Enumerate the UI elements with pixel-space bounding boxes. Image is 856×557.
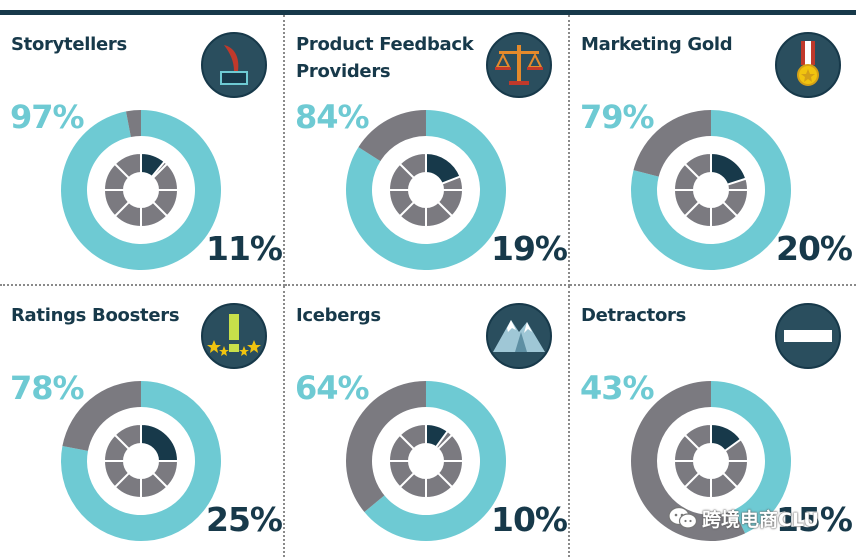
chart-title: Marketing Gold <box>581 34 733 55</box>
inner-percent-label: 19% <box>491 229 568 268</box>
inner-ring <box>102 151 180 229</box>
donut-chart <box>631 381 791 541</box>
outer-ring-primary-slice <box>61 110 222 270</box>
scales-icon <box>486 32 552 98</box>
donut-chart <box>346 381 506 541</box>
inner-ring-highlight-slice <box>710 422 743 453</box>
outer-ring-secondary-slice <box>358 110 426 162</box>
outer-ring-primary-slice <box>631 110 791 271</box>
chart-title: Icebergs <box>296 305 381 326</box>
donut-chart <box>61 110 222 270</box>
chart-cell-ratings-boosters: Ratings Boosters 78% 25% <box>0 286 285 557</box>
outer-ring-secondary-slice <box>633 110 711 177</box>
top-rule <box>0 10 856 15</box>
donut-chart <box>346 110 506 270</box>
inner-ring-highlight-slice <box>140 422 180 462</box>
mountain-icon <box>486 303 552 369</box>
outer-percent-label: 97% <box>10 98 85 136</box>
chart-title: Ratings Boosters <box>11 305 180 326</box>
inner-ring-highlight-slice <box>710 151 748 187</box>
outer-ring-primary-slice <box>61 381 221 541</box>
outer-ring-primary-slice <box>711 381 791 534</box>
outer-percent-label: 64% <box>295 369 370 407</box>
outer-percent-label: 79% <box>580 98 655 136</box>
chart-cell-storytellers: Storytellers 97% 11% <box>0 15 285 286</box>
watermark-text: 跨境电商CLU <box>702 508 819 531</box>
minus-bar-icon <box>775 303 841 369</box>
exclamation-stars-icon <box>201 303 267 369</box>
outer-ring-primary-slice <box>346 110 506 270</box>
inner-ring-highlight-slice <box>140 151 166 179</box>
chart-title: Storytellers <box>11 34 127 55</box>
outer-ring-secondary-slice <box>346 381 426 512</box>
inner-percent-label: 20% <box>776 229 853 268</box>
outer-percent-label: 43% <box>580 369 655 407</box>
inner-percent-label: 25% <box>206 500 283 539</box>
inner-percent-label: 11% <box>206 229 283 268</box>
chart-title: Detractors <box>581 305 687 326</box>
chart-cell-icebergs: Icebergs 64% 10% <box>285 286 570 557</box>
medal-icon <box>775 32 841 98</box>
watermark: 跨境电商CLU <box>668 502 819 534</box>
outer-percent-label: 84% <box>295 98 370 136</box>
inner-ring-highlight-slice <box>425 422 450 449</box>
outer-percent-label: 78% <box>10 369 85 407</box>
chart-cell-product-feedback: Product Feedback Providers 84% 19% <box>285 15 570 286</box>
chat-bubble-icon <box>668 506 698 529</box>
outer-ring-secondary-slice <box>62 381 141 451</box>
inner-ring <box>387 422 465 500</box>
chart-cell-marketing-gold: Marketing Gold 79% 20% <box>570 15 856 286</box>
donut-chart <box>61 381 221 541</box>
inner-percent-label: 10% <box>491 500 568 539</box>
inner-ring <box>672 422 750 500</box>
quill-inkwell-icon <box>201 32 267 98</box>
inner-ring-highlight-slice <box>425 151 462 186</box>
outer-ring-primary-slice <box>364 381 506 541</box>
outer-ring-secondary-slice <box>631 381 746 541</box>
outer-ring-secondary-slice <box>126 110 141 137</box>
chart-cell-detractors: Detractors 43% 15% <box>570 286 856 557</box>
inner-percent-label: 15% <box>776 500 853 539</box>
donut-chart <box>631 110 791 271</box>
inner-ring <box>672 151 750 229</box>
chart-title: Product Feedback Providers <box>296 34 474 82</box>
chart-grid: Storytellers 97% 11% Product Feedback Pr… <box>0 15 856 557</box>
inner-ring <box>387 151 465 229</box>
inner-ring <box>102 422 180 500</box>
